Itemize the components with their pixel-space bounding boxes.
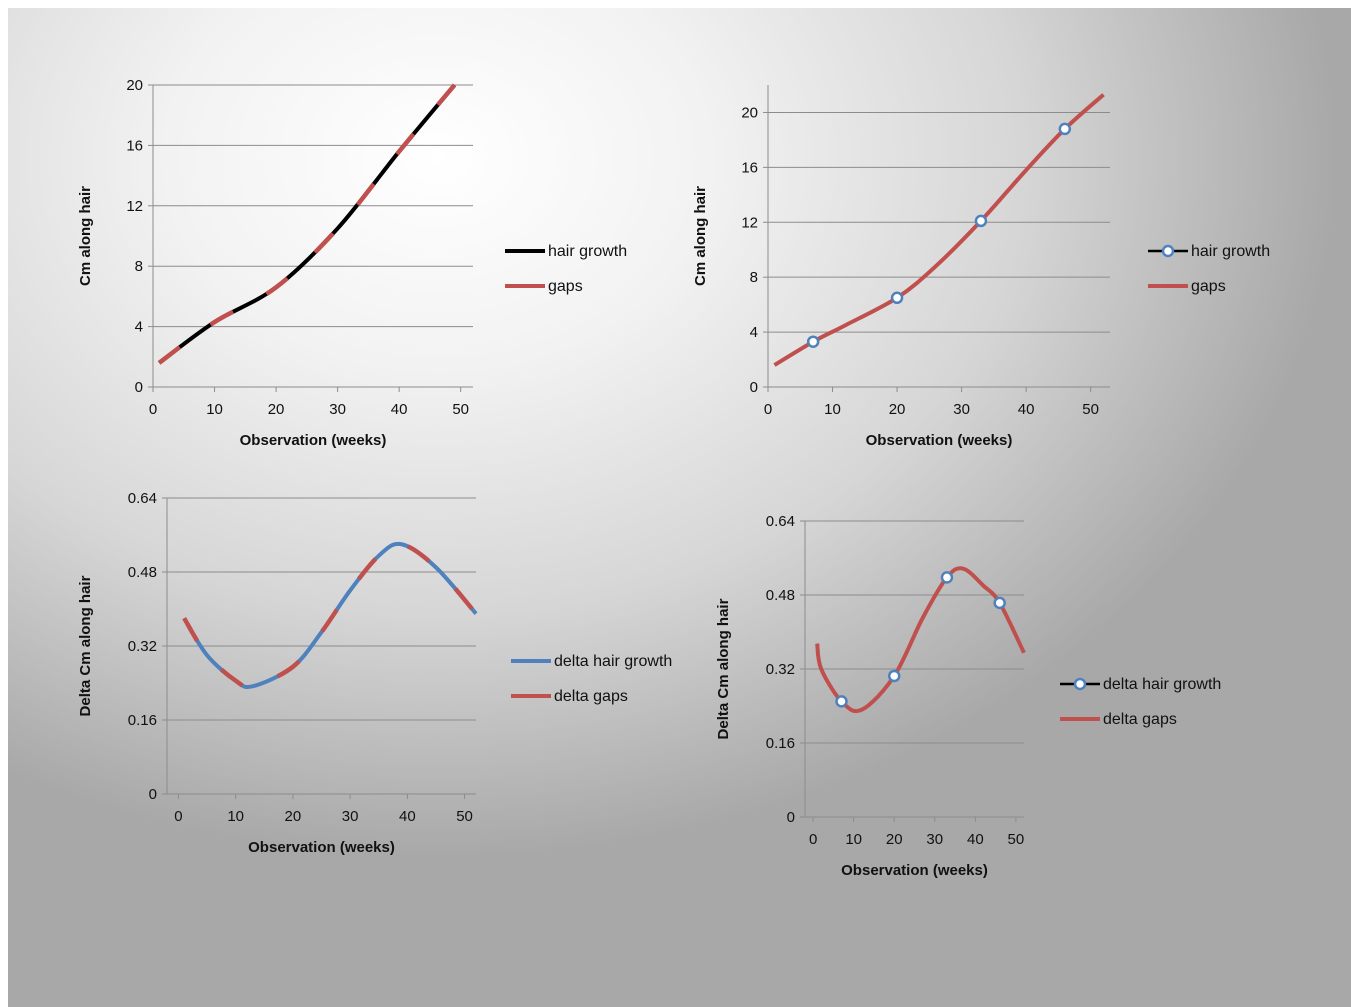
x-tick-label: 10	[206, 401, 223, 418]
data-point-marker	[890, 291, 904, 305]
x-tick-label: 20	[268, 401, 285, 418]
y-tick-label: 8	[750, 269, 758, 286]
series-line	[815, 566, 1026, 714]
legend-label: delta hair growth	[554, 653, 672, 670]
x-tick-label: 30	[342, 808, 359, 825]
legend-label: hair growth	[1191, 243, 1270, 260]
y-axis-title: Delta Cm along hair	[715, 598, 732, 739]
chart-4: 0 0.16 0.32 0.48 0.64 0 10 20 30 40 50 Observation …	[715, 513, 1221, 879]
legend-label: delta hair growth	[1103, 676, 1221, 693]
data-point-marker	[887, 669, 901, 683]
data-point-marker	[940, 571, 954, 584]
x-tick-label: 50	[456, 808, 473, 825]
series-line	[182, 541, 478, 690]
legend-marker	[1073, 677, 1087, 691]
y-axis-title: Delta Cm along hair	[77, 575, 94, 716]
y-tick-label: 12	[126, 198, 143, 215]
y-tick-label: 0.32	[128, 638, 157, 655]
y-tick-label: 0.48	[766, 587, 795, 604]
series-line	[157, 83, 457, 365]
x-tick-label: 50	[1082, 401, 1099, 418]
series-line	[157, 83, 457, 365]
x-tick-label: 30	[329, 401, 346, 418]
legend-marker	[1161, 244, 1175, 258]
x-tick-label: 10	[227, 808, 244, 825]
figure-background: 0 4 8 12 16 20 0 10 20 30 40 50 Observation (weeks) C…	[8, 8, 1351, 1007]
data-point-marker	[806, 335, 820, 348]
y-tick-label: 16	[126, 137, 143, 154]
y-tick-label: 12	[741, 214, 758, 231]
x-tick-label: 40	[1018, 401, 1035, 418]
y-tick-label: 20	[741, 104, 758, 121]
data-point-marker	[974, 214, 988, 228]
x-tick-label: 0	[809, 831, 817, 848]
x-axis-title: Observation (weeks)	[240, 432, 387, 449]
data-point-marker	[993, 596, 1006, 610]
y-tick-label: 0	[750, 379, 758, 396]
y-tick-label: 4	[135, 319, 143, 336]
y-tick-label: 0.48	[128, 564, 157, 581]
y-tick-label: 8	[135, 258, 143, 275]
legend-label: delta gaps	[554, 688, 628, 705]
x-tick-label: 40	[967, 831, 984, 848]
y-tick-label: 4	[750, 324, 758, 341]
x-tick-label: 20	[889, 401, 906, 418]
chart-2: 0 4 8 12 16 20 0 10 20 30 40 50 Observation (weeks) C…	[692, 85, 1270, 449]
data-point-marker	[835, 695, 848, 708]
series-line	[773, 93, 1105, 367]
y-tick-label: 16	[741, 159, 758, 176]
x-tick-label: 20	[285, 808, 302, 825]
x-tick-label: 0	[764, 401, 772, 418]
x-tick-label: 50	[452, 401, 469, 418]
x-tick-label: 30	[953, 401, 970, 418]
x-tick-label: 0	[149, 401, 157, 418]
y-tick-label: 0.16	[128, 712, 157, 729]
x-tick-label: 40	[399, 808, 416, 825]
x-tick-label: 0	[174, 808, 182, 825]
x-tick-label: 20	[886, 831, 903, 848]
legend-label: hair growth	[548, 243, 627, 260]
legend-label: gaps	[1191, 278, 1226, 295]
y-tick-label: 0	[135, 379, 143, 396]
y-tick-label: 0	[787, 809, 795, 826]
y-tick-label: 0	[149, 786, 157, 803]
legend-label: gaps	[548, 278, 583, 295]
x-tick-label: 10	[824, 401, 841, 418]
x-axis-title: Observation (weeks)	[841, 862, 988, 879]
y-tick-label: 20	[126, 77, 143, 94]
y-tick-label: 0.16	[766, 735, 795, 752]
x-tick-label: 10	[845, 831, 862, 848]
y-tick-label: 0.64	[128, 490, 157, 507]
y-tick-label: 0.32	[766, 661, 795, 678]
x-axis-title: Observation (weeks)	[248, 839, 395, 856]
x-axis-title: Observation (weeks)	[866, 432, 1013, 449]
chart-3: 0 0.16 0.32 0.48 0.64 0 10 20 30 40 50 Observation …	[77, 490, 672, 856]
x-tick-label: 30	[926, 831, 943, 848]
x-tick-label: 40	[391, 401, 408, 418]
x-tick-label: 50	[1008, 831, 1025, 848]
data-point-marker	[1058, 122, 1072, 136]
series-line	[182, 541, 478, 690]
chart-1: 0 4 8 12 16 20 0 10 20 30 40 50 Observation (weeks) C…	[77, 77, 627, 449]
y-axis-title: Cm along hair	[692, 186, 709, 286]
legend-label: delta gaps	[1103, 711, 1177, 728]
y-tick-label: 0.64	[766, 513, 795, 530]
y-axis-title: Cm along hair	[77, 186, 94, 286]
